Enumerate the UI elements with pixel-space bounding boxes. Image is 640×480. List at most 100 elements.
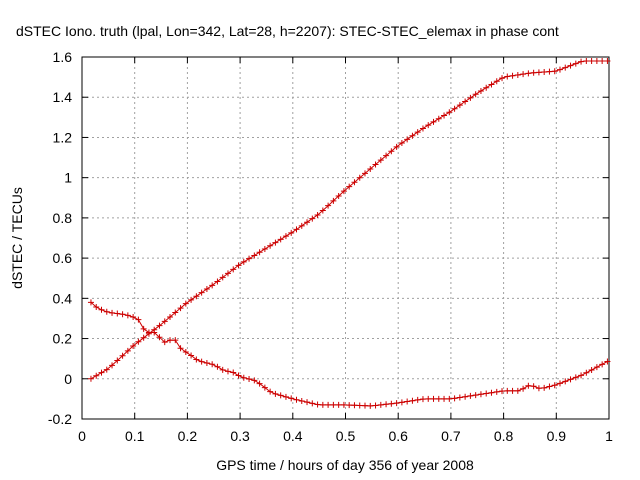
data-point-marker (472, 91, 479, 98)
data-point-marker (298, 222, 305, 229)
data-point-marker (293, 226, 300, 233)
grid-layer (81, 56, 610, 420)
data-point-marker (372, 161, 379, 168)
data-point-marker (351, 179, 358, 186)
data-point-marker (87, 375, 94, 382)
data-point-marker (140, 334, 147, 341)
data-point-marker (372, 402, 379, 409)
data-point-marker (298, 397, 305, 404)
data-point-marker (246, 255, 253, 262)
data-point-marker (251, 252, 258, 259)
x-tick-label: 0.1 (125, 428, 145, 444)
data-point-marker (230, 369, 237, 376)
data-point-marker (203, 285, 210, 292)
data-point-marker (114, 310, 121, 317)
data-point-marker (340, 188, 347, 195)
data-point-marker (282, 233, 289, 240)
data-point-marker (156, 334, 163, 341)
data-point-marker (267, 388, 274, 395)
data-point-marker (541, 384, 548, 391)
data-point-marker (330, 197, 337, 204)
data-point-marker (151, 329, 158, 336)
y-tick-label: 0.4 (53, 290, 73, 306)
data-point-marker (167, 313, 174, 320)
data-point-marker (103, 308, 110, 315)
data-point-marker (161, 339, 168, 346)
data-point-marker (230, 266, 237, 273)
data-point-marker (219, 366, 226, 373)
data-point-marker (488, 81, 495, 88)
data-point-marker (109, 309, 116, 316)
data-point-marker (172, 309, 179, 316)
data-point-marker (272, 390, 279, 397)
data-point-marker (388, 148, 395, 155)
data-point-marker (535, 69, 542, 76)
series-rising (87, 58, 611, 382)
data-point-marker (383, 401, 390, 408)
data-point-marker (351, 402, 358, 409)
data-point-marker (462, 98, 469, 105)
data-point-marker (599, 58, 606, 65)
data-point-marker (425, 122, 432, 129)
data-point-marker (383, 152, 390, 159)
data-point-marker (504, 387, 511, 394)
data-point-marker (304, 399, 311, 406)
y-axis-label: dSTEC / TECUs (9, 187, 25, 289)
data-point-marker (367, 165, 374, 172)
data-point-marker (282, 393, 289, 400)
data-point-marker (546, 68, 553, 75)
data-point-marker (340, 401, 347, 408)
data-point-marker (456, 102, 463, 109)
data-point-marker (277, 236, 284, 243)
data-point-marker (493, 388, 500, 395)
data-point-marker (467, 94, 474, 101)
data-point-marker (256, 380, 263, 387)
data-point-marker (109, 362, 116, 369)
data-point-marker (398, 139, 405, 146)
data-point-marker (499, 75, 506, 82)
data-point-marker (430, 395, 437, 402)
data-point-marker (98, 306, 105, 313)
data-point-marker (130, 343, 137, 350)
data-point-marker (409, 397, 416, 404)
data-point-marker (272, 239, 279, 246)
data-point-marker (535, 385, 542, 392)
data-point-marker (572, 60, 579, 67)
data-point-marker (319, 401, 326, 408)
data-point-marker (588, 58, 595, 65)
data-point-marker (356, 402, 363, 409)
y-tick-label: 1.2 (53, 129, 73, 145)
data-point-marker (551, 382, 558, 389)
data-point-marker (182, 300, 189, 307)
y-tick-label: 1.4 (53, 89, 73, 105)
x-tick-label: 0.4 (283, 428, 303, 444)
data-point-marker (235, 262, 242, 269)
x-tick-label: 0 (78, 428, 86, 444)
data-point-marker (599, 361, 606, 368)
data-point-marker (203, 359, 210, 366)
data-point-marker (509, 72, 516, 79)
data-point-marker (182, 349, 189, 356)
data-point-marker (419, 125, 426, 132)
x-tick-label: 0.7 (441, 428, 461, 444)
data-point-marker (309, 215, 316, 222)
data-point-marker (140, 325, 147, 332)
data-point-marker (451, 105, 458, 112)
data-point-marker (546, 383, 553, 390)
data-point-marker (499, 388, 506, 395)
x-tick-label: 0.9 (547, 428, 567, 444)
chart-title: dSTEC Iono. truth (lpal, Lon=342, Lat=28… (16, 23, 559, 39)
series-layer (87, 58, 611, 409)
data-point-marker (593, 58, 600, 65)
data-point-marker (98, 369, 105, 376)
data-point-marker (193, 356, 200, 363)
data-point-marker (377, 401, 384, 408)
data-point-marker (588, 366, 595, 373)
data-point-marker (451, 395, 458, 402)
data-point-marker (119, 311, 126, 318)
data-point-marker (209, 361, 216, 368)
data-point-marker (161, 318, 168, 325)
data-point-marker (304, 219, 311, 226)
data-point-marker (119, 352, 126, 359)
data-point-marker (393, 400, 400, 407)
